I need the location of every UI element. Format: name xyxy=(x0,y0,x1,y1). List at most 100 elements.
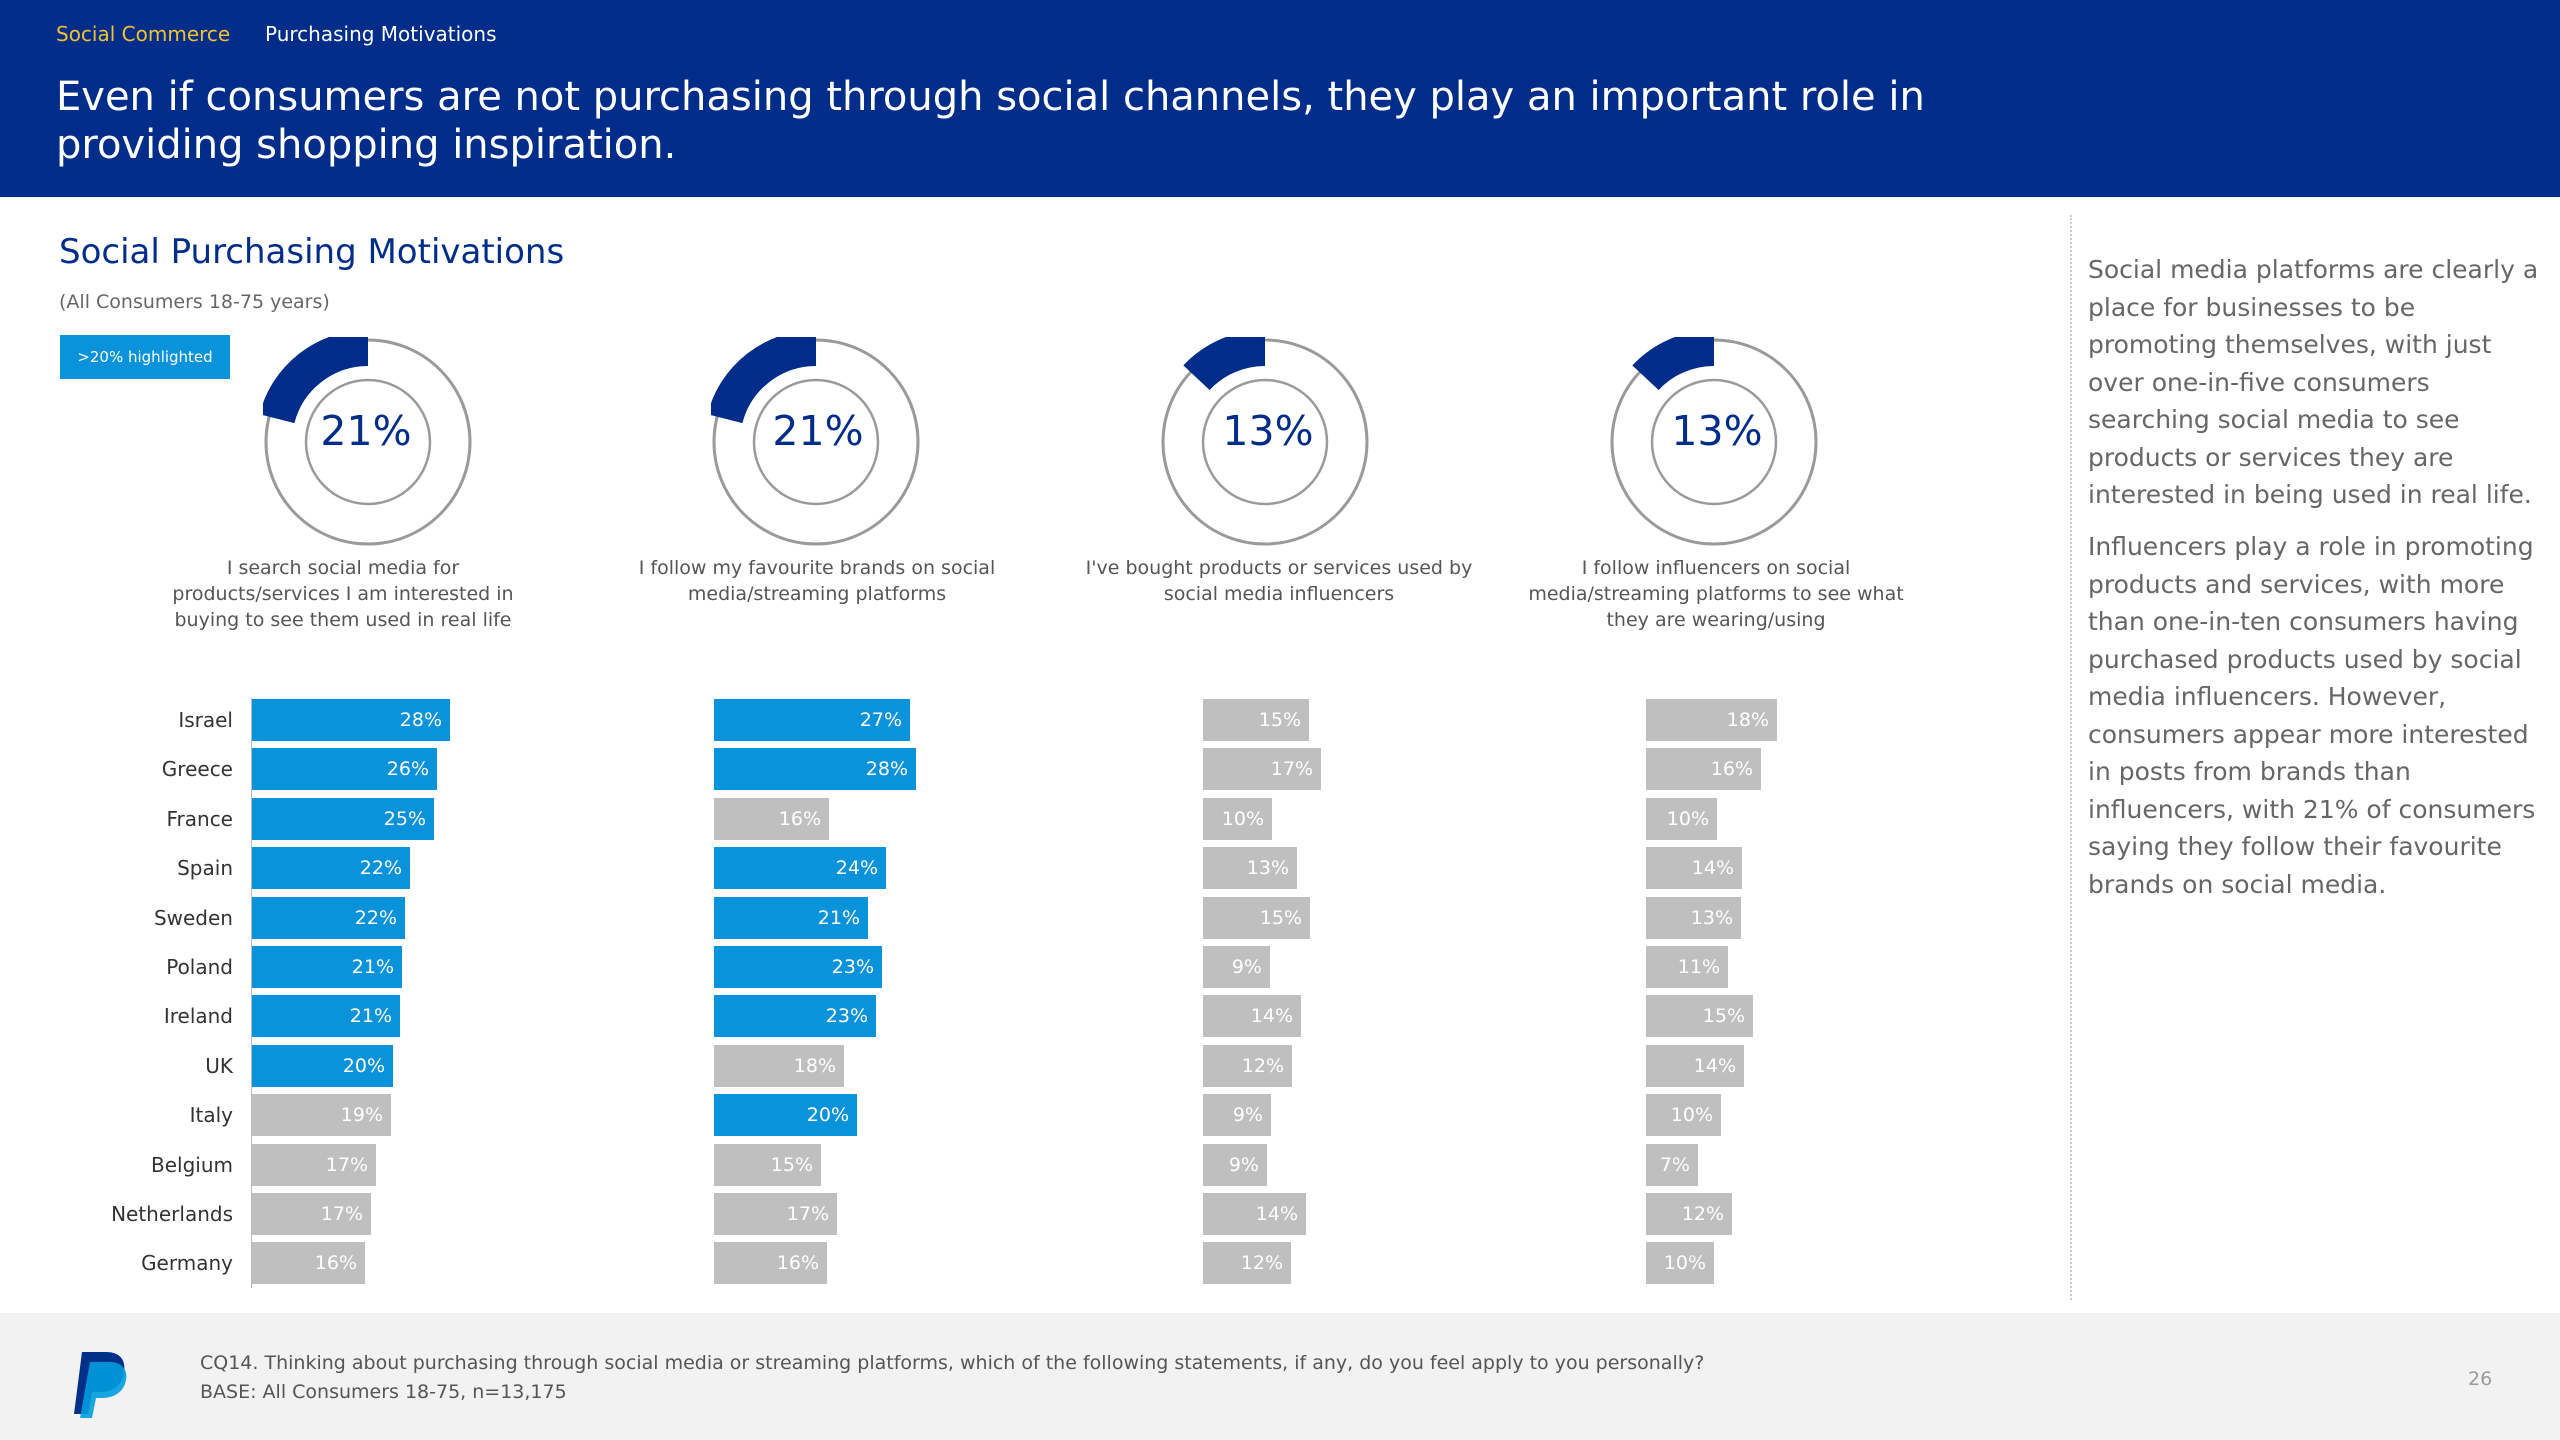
bar: 16% xyxy=(714,1242,827,1284)
bar-value-label: 26% xyxy=(386,758,429,780)
category-label: UK xyxy=(205,1054,233,1078)
sidebar-paragraph-1: Social media platforms are clearly a pla… xyxy=(2088,255,2539,509)
bar: 10% xyxy=(1646,1094,1721,1136)
category-label: Poland xyxy=(166,955,233,979)
donut-percent-label: 13% xyxy=(1222,407,1314,455)
bar-value-label: 10% xyxy=(1221,808,1264,830)
bar: 24% xyxy=(714,847,886,889)
bar: 9% xyxy=(1203,946,1270,988)
bar-value-label: 14% xyxy=(1691,857,1734,879)
footer-question: CQ14. Thinking about purchasing through … xyxy=(200,1352,1705,1374)
bar: 27% xyxy=(714,699,910,741)
donut-chart-2 xyxy=(711,337,921,547)
bar: 13% xyxy=(1203,847,1297,889)
donut-segment xyxy=(1609,337,1819,547)
bar-value-label: 17% xyxy=(320,1203,363,1225)
category-label: France xyxy=(166,807,233,831)
bar: 20% xyxy=(714,1094,857,1136)
page-number: 26 xyxy=(2468,1368,2493,1390)
bar: 10% xyxy=(1646,798,1717,840)
bar-value-label: 21% xyxy=(351,956,394,978)
bar: 12% xyxy=(1203,1045,1292,1087)
bar-value-label: 15% xyxy=(1258,709,1301,731)
chart-title: Social Purchasing Motivations xyxy=(59,232,565,272)
bar-value-label: 20% xyxy=(342,1055,385,1077)
category-label: Spain xyxy=(177,856,233,880)
bar-value-label: 23% xyxy=(825,1005,868,1027)
bar-value-label: 7% xyxy=(1659,1154,1690,1176)
category-label: Italy xyxy=(189,1103,233,1127)
bar-value-label: 15% xyxy=(1259,907,1302,929)
footer: CQ14. Thinking about purchasing through … xyxy=(0,1313,2560,1440)
bar: 14% xyxy=(1203,995,1301,1037)
bar-value-label: 27% xyxy=(859,709,902,731)
bar: 15% xyxy=(1203,897,1310,939)
category-axis-line xyxy=(251,698,252,1288)
bar-value-label: 17% xyxy=(325,1154,368,1176)
donut-segment xyxy=(1160,337,1370,547)
donut-inner-ring xyxy=(1201,378,1329,506)
bar-value-label: 13% xyxy=(1690,907,1733,929)
category-label: Netherlands xyxy=(111,1202,233,1226)
bar: 15% xyxy=(1646,995,1753,1037)
bar: 14% xyxy=(1203,1193,1306,1235)
statement-label: I search social media for products/servi… xyxy=(172,557,514,631)
bar-value-label: 10% xyxy=(1663,1252,1706,1274)
bar-value-label: 21% xyxy=(817,907,860,929)
bar: 9% xyxy=(1203,1094,1271,1136)
bar-value-label: 28% xyxy=(865,758,908,780)
breadcrumb-purchasing-motivations[interactable]: Purchasing Motivations xyxy=(265,22,497,46)
bar: 11% xyxy=(1646,946,1728,988)
bar-value-label: 16% xyxy=(776,1252,819,1274)
bar: 21% xyxy=(714,897,868,939)
bar: 9% xyxy=(1203,1144,1267,1186)
bar-value-label: 15% xyxy=(1702,1005,1745,1027)
donut-segment xyxy=(711,337,921,547)
statement-label: I've bought products or services used by… xyxy=(1085,557,1473,605)
bar-value-label: 23% xyxy=(831,956,874,978)
bar: 14% xyxy=(1646,847,1742,889)
donut-inner-ring xyxy=(1650,378,1778,506)
footer-base: BASE: All Consumers 18-75, n=13,175 xyxy=(200,1381,567,1403)
bar: 21% xyxy=(252,995,400,1037)
bar-value-label: 20% xyxy=(806,1104,849,1126)
bar-value-label: 24% xyxy=(835,857,878,879)
category-label: Greece xyxy=(161,757,233,781)
bar-value-label: 16% xyxy=(314,1252,357,1274)
bar-value-label: 15% xyxy=(770,1154,813,1176)
bar: 17% xyxy=(252,1144,376,1186)
statement-label: I follow influencers on social media/str… xyxy=(1528,557,1904,631)
chart-subtitle: (All Consumers 18-75 years) xyxy=(59,291,330,313)
bar: 7% xyxy=(1646,1144,1698,1186)
bar-value-label: 9% xyxy=(1232,1104,1263,1126)
bar: 22% xyxy=(252,897,405,939)
donut-percent-label: 21% xyxy=(772,407,864,455)
bar-value-label: 16% xyxy=(778,808,821,830)
donut-chart-1 xyxy=(263,337,473,547)
bar-value-label: 12% xyxy=(1240,1252,1283,1274)
bar-value-label: 12% xyxy=(1241,1055,1284,1077)
bar: 15% xyxy=(714,1144,821,1186)
donut-inner-ring xyxy=(304,378,432,506)
bar: 28% xyxy=(714,748,916,790)
bar: 13% xyxy=(1646,897,1741,939)
bar: 25% xyxy=(252,798,434,840)
bar-value-label: 12% xyxy=(1681,1203,1724,1225)
highlight-legend-badge: >20% highlighted xyxy=(60,335,230,379)
bar-value-label: 22% xyxy=(354,907,397,929)
donut-segment xyxy=(263,337,473,547)
bar-value-label: 17% xyxy=(786,1203,829,1225)
bar-value-label: 10% xyxy=(1666,808,1709,830)
paypal-logo-icon xyxy=(74,1352,127,1418)
bar: 19% xyxy=(252,1094,391,1136)
sidebar-paragraph-2: Influencers play a role in promoting pro… xyxy=(2088,532,2536,899)
bar-value-label: 9% xyxy=(1231,956,1262,978)
category-label: Ireland xyxy=(163,1004,233,1028)
bar: 16% xyxy=(1646,748,1761,790)
bar: 14% xyxy=(1646,1045,1744,1087)
bar-value-label: 28% xyxy=(399,709,442,731)
bar: 15% xyxy=(1203,699,1309,741)
bar-value-label: 14% xyxy=(1255,1203,1298,1225)
breadcrumb-social-commerce[interactable]: Social Commerce xyxy=(56,22,231,46)
bar: 10% xyxy=(1646,1242,1714,1284)
